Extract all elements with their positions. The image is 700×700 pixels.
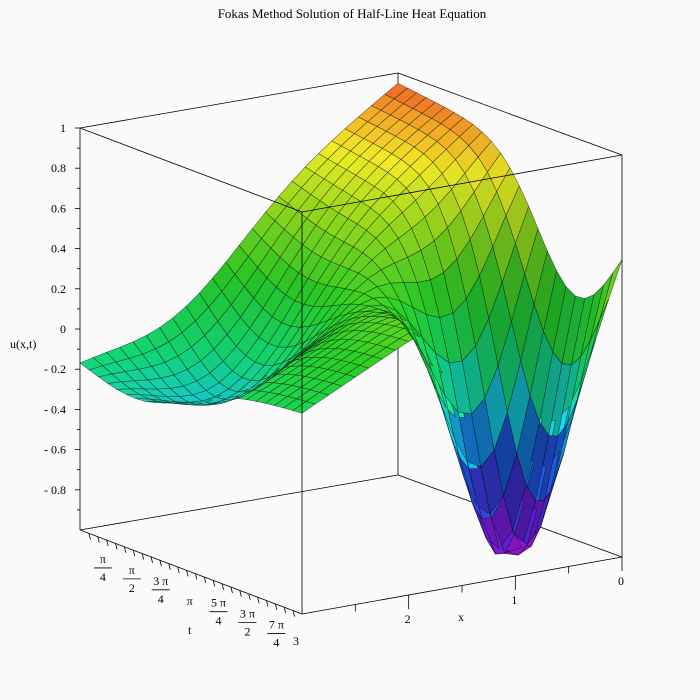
- z-tick-label: 0.6: [51, 201, 66, 215]
- t-minor-tick: [124, 546, 127, 553]
- x-tick-label: 2: [405, 612, 411, 626]
- t-tick-denominator: 4: [100, 570, 106, 584]
- t-minor-tick: [239, 590, 242, 597]
- t-minor-tick: [168, 563, 171, 570]
- t-minor-tick: [212, 580, 216, 587]
- t-minor-tick: [203, 576, 207, 584]
- x-tick-label: 0: [618, 574, 624, 588]
- t-minor-tick: [106, 539, 109, 547]
- t-minor-tick: [266, 600, 269, 607]
- x-axis: 0 1 2: [354, 557, 624, 626]
- t-tick-numerator: 5 π: [211, 596, 226, 610]
- x-axis-label: x: [458, 610, 464, 624]
- z-tick-label: 0: [60, 322, 66, 336]
- t-minor-tick: [132, 550, 136, 557]
- t-minor-tick: [283, 607, 287, 614]
- t-minor-tick: [150, 556, 153, 563]
- t-minor-tick: [195, 573, 198, 580]
- chart-title: Fokas Method Solution of Half-Line Heat …: [218, 6, 487, 21]
- z-tick-label: - 0.2: [44, 362, 66, 376]
- t-tick-denominator: 2: [244, 625, 250, 639]
- t-minor-tick: [97, 536, 100, 543]
- t-tick-label: π: [187, 594, 193, 608]
- box-edge-back-top: [79, 72, 399, 129]
- z-tick-label: - 0.8: [44, 483, 66, 497]
- t-tick-denominator: 4: [273, 636, 279, 650]
- t-minor-tick: [292, 610, 296, 617]
- z-axis-label: u(x,t): [10, 337, 36, 351]
- z-axis: 1 0.8 0.6 0.4 0.2 0 - 0.2 - 0.4 - 0.6 - 0.8: [44, 121, 80, 511]
- z-tick-label: - 0.6: [44, 443, 66, 457]
- t-minor-tick: [141, 553, 145, 560]
- box-edge-back-top-right: [397, 72, 623, 156]
- t-tick-label: 3: [293, 634, 299, 648]
- t-minor-tick: [186, 570, 189, 577]
- t-minor-tick: [221, 583, 224, 590]
- z-tick-label: 0.4: [51, 242, 66, 256]
- z-tick-label: 0.8: [51, 161, 66, 175]
- t-tick-denominator: 4: [158, 592, 164, 606]
- t-tick-numerator: 3 π: [240, 607, 255, 621]
- z-tick-label: 0.2: [51, 282, 66, 296]
- box-edge-front-bottom-t: [79, 529, 303, 615]
- t-tick-numerator: π: [129, 563, 135, 577]
- t-tick-denominator: 4: [216, 614, 222, 628]
- box-edge-back-bottom-t: [79, 474, 399, 531]
- t-minor-tick: [230, 587, 233, 594]
- box-edge-front-top-x: [79, 127, 303, 213]
- t-tick-numerator: 3 π: [153, 574, 168, 588]
- t-tick-numerator: π: [100, 552, 106, 566]
- z-tick-label: - 0.4: [44, 402, 66, 416]
- box-edge-front-top-t: [301, 154, 623, 213]
- t-tick-denominator: 2: [129, 581, 135, 595]
- z-tick-label: 1: [60, 121, 66, 135]
- surface-mesh: [79, 82, 623, 556]
- t-minor-tick: [159, 560, 162, 567]
- t-minor-tick: [88, 533, 91, 540]
- t-minor-tick: [257, 597, 260, 604]
- t-minor-tick: [177, 566, 180, 574]
- t-axis-label: t: [188, 623, 192, 637]
- t-tick-numerator: 7 π: [269, 618, 284, 632]
- t-minor-tick: [274, 603, 278, 611]
- t-minor-tick: [115, 543, 118, 550]
- t-minor-tick: [248, 593, 251, 600]
- x-tick-label: 1: [511, 593, 517, 607]
